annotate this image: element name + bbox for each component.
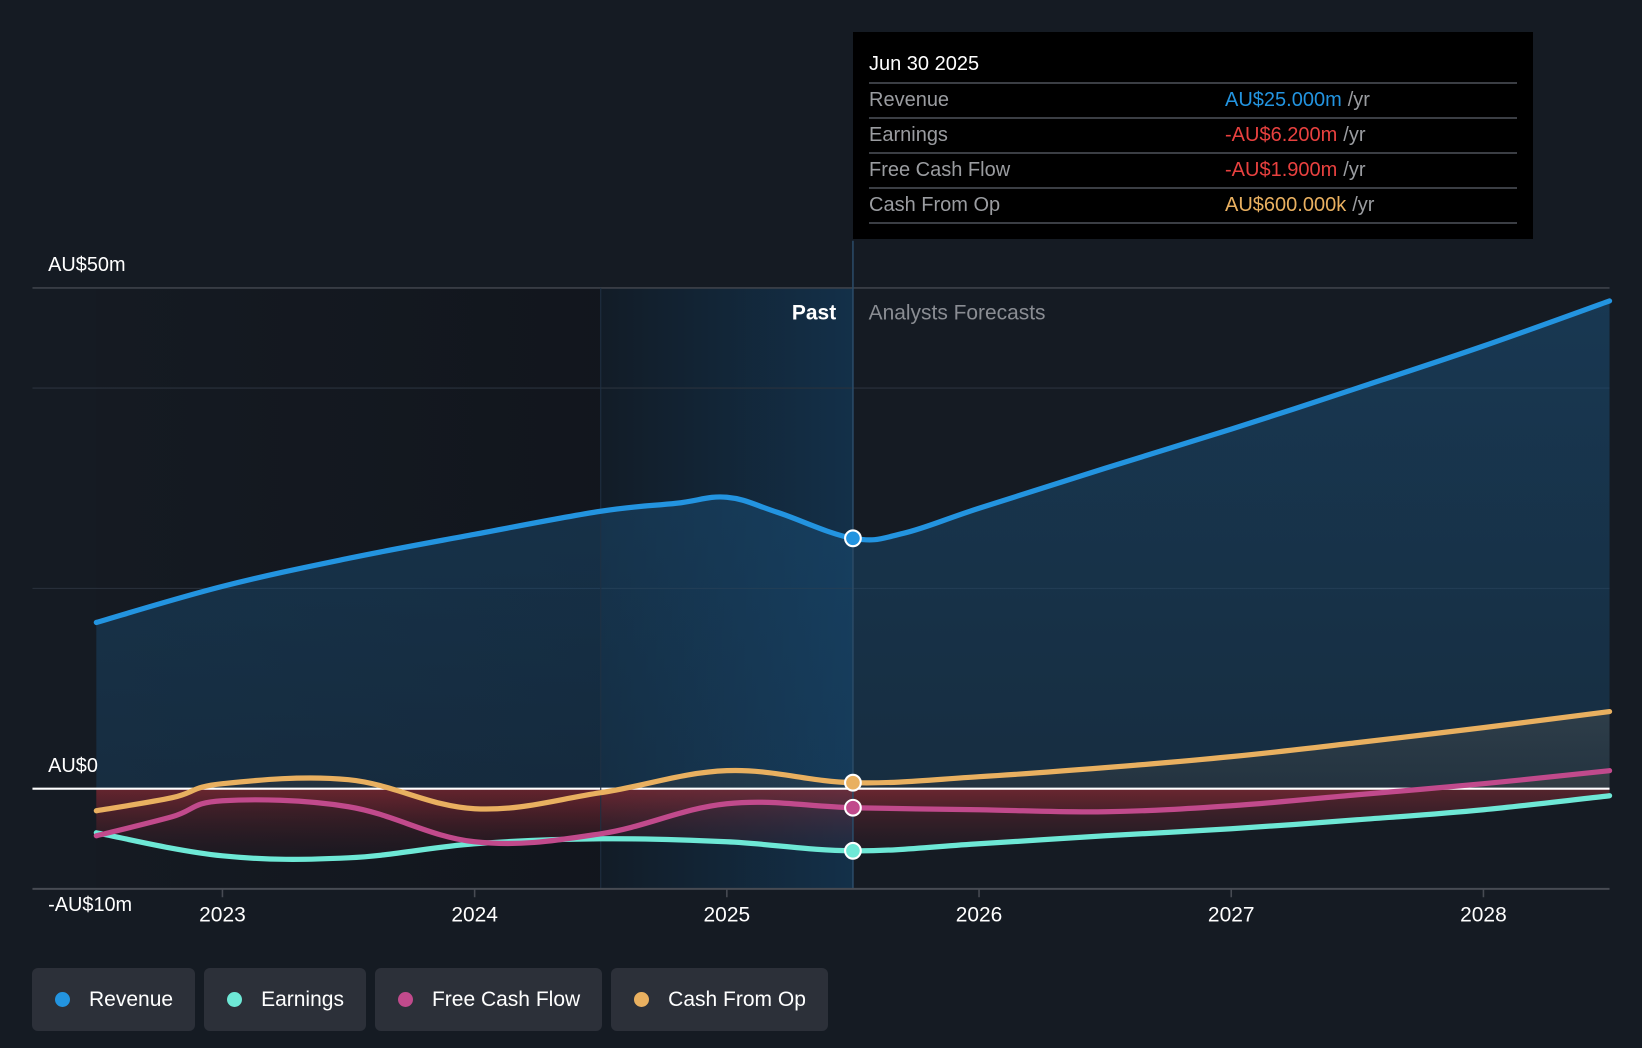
legend-item-earnings[interactable]: Earnings: [204, 968, 366, 1031]
legend-label: Earnings: [261, 987, 344, 1011]
tooltip-row-free-cash-flow: Free Cash Flow -AU$1.900m /yr: [869, 154, 1517, 189]
revenue-line: [93, 298, 1613, 626]
free-cash-flow-line: [93, 768, 1613, 847]
legend-item-free-cash-flow[interactable]: Free Cash Flow: [374, 968, 603, 1031]
tooltip-unit: /yr: [1347, 89, 1370, 111]
series-markers: [844, 529, 862, 860]
legend-item-revenue[interactable]: Revenue: [32, 968, 196, 1031]
free-cash-flow-marker: [844, 798, 862, 817]
y-axis-labels: AU$50m AU$0 -AU$10m: [48, 254, 132, 916]
tooltip-date: Jun 30 2025: [869, 46, 1517, 84]
legend-label: Revenue: [89, 987, 174, 1011]
y-tick-label: AU$0: [48, 755, 98, 777]
tooltip-unit: /yr: [1352, 194, 1375, 216]
tooltip-value: -AU$1.900m: [1225, 159, 1338, 181]
tooltip-row-revenue: Revenue AU$25.000m /yr: [869, 84, 1517, 119]
tooltip-value: AU$600.000k: [1225, 194, 1347, 216]
earnings-dot-icon: [227, 992, 243, 1007]
tooltip-label: Revenue: [869, 89, 950, 111]
earnings-marker: [844, 841, 862, 860]
revenue-dot-icon: [55, 992, 70, 1007]
x-tick-label: 2027: [1208, 903, 1255, 926]
tooltip-value: -AU$6.200m: [1225, 124, 1338, 146]
cash-from-op-line: [93, 708, 1613, 814]
legend-item-cash-from-op[interactable]: Cash From Op: [611, 968, 828, 1031]
x-axis-ticks: 2023 2024 2025 2026 2027 2028: [199, 888, 1507, 926]
y-tick-label: AU$50m: [48, 254, 125, 276]
tooltip-row-earnings: Earnings -AU$6.200m /yr: [869, 119, 1517, 154]
x-tick-label: 2024: [451, 903, 498, 926]
free-cash-flow-dot-icon: [397, 992, 413, 1007]
forecast-label: Analysts Forecasts: [869, 301, 1046, 324]
tooltip-row-cash-from-op: Cash From Op AU$600.000k /yr: [869, 189, 1517, 224]
revenue-marker: [844, 529, 862, 548]
legend-label: Cash From Op: [668, 987, 806, 1011]
tooltip-unit: /yr: [1343, 159, 1366, 181]
tooltip-unit: /yr: [1343, 124, 1366, 146]
cash-from-op-dot-icon: [634, 992, 650, 1007]
x-tick-label: 2025: [704, 903, 751, 926]
x-tick-label: 2023: [199, 903, 246, 926]
tooltip: Jun 30 2025 Revenue AU$25.000m /yr Earni…: [853, 32, 1533, 239]
x-tick-label: 2026: [956, 903, 1003, 926]
past-label: Past: [792, 301, 836, 324]
legend: Revenue Earnings Free Cash Flow Cash Fro…: [32, 968, 828, 1031]
cash-from-op-area-positive: [96, 711, 1610, 789]
tooltip-label: Free Cash Flow: [869, 159, 1011, 181]
tooltip-label: Cash From Op: [869, 194, 1001, 216]
cash-from-op-marker: [844, 773, 862, 792]
tooltip-label: Earnings: [869, 124, 948, 146]
tooltip-value: AU$25.000m: [1225, 89, 1342, 111]
cash-from-op-area-negative: [96, 788, 624, 811]
legend-label: Free Cash Flow: [431, 987, 581, 1011]
y-tick-label: -AU$10m: [48, 894, 132, 916]
x-tick-label: 2028: [1460, 903, 1507, 926]
